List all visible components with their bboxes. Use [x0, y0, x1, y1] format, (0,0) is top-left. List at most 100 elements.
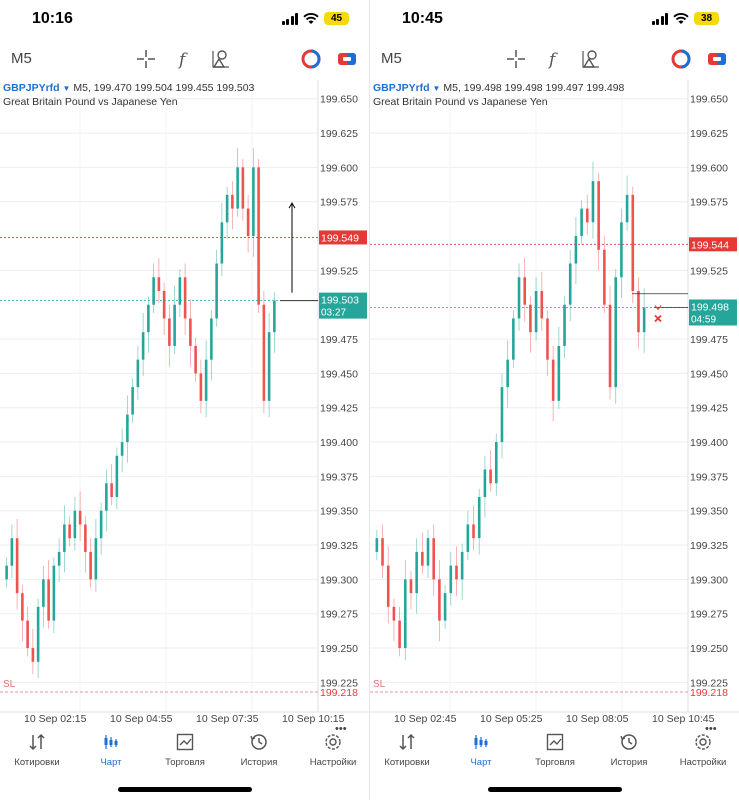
- candle-body: [603, 249, 606, 305]
- candle-body: [215, 263, 218, 319]
- symbol-name[interactable]: GBPJPYrfd: [373, 82, 430, 94]
- candle-body: [267, 332, 271, 401]
- price-axis-label: 199.325: [690, 540, 728, 552]
- svg-text:f: f: [547, 50, 558, 70]
- price-axis-label: 199.275: [690, 609, 728, 621]
- ohlc-values: M5, 199.470 199.504 199.455 199.503: [73, 82, 255, 94]
- candle-body: [591, 181, 595, 223]
- tab-trade[interactable]: Торговля: [148, 732, 222, 768]
- tab-settings[interactable]: Настройки: [296, 732, 370, 768]
- price-chart[interactable]: 199.650 199.625 199.600 199.575 199.525 199.4…: [370, 80, 739, 730]
- countdown-label: 03:27: [321, 308, 346, 319]
- price-chart[interactable]: 199.650 199.625 199.600 199.575 199.525 199.4…: [0, 80, 369, 730]
- price-axis-label: 199.425: [320, 403, 358, 415]
- tab-trade[interactable]: Торговля: [518, 732, 592, 768]
- candle-body: [210, 318, 213, 360]
- one-click-trading-icon[interactable]: [300, 48, 322, 70]
- signal-icon: [651, 12, 668, 25]
- candle-body: [574, 236, 578, 264]
- indicators-icon[interactable]: f: [173, 48, 195, 70]
- tab-history[interactable]: История: [592, 732, 666, 768]
- candle-body: [426, 538, 430, 566]
- objects-icon[interactable]: [580, 48, 602, 70]
- new-order-icon[interactable]: [706, 48, 728, 70]
- candle-body: [21, 593, 24, 621]
- candle-body: [421, 551, 424, 566]
- candle-body: [15, 538, 19, 594]
- tab-quotes[interactable]: Котировки: [0, 732, 74, 768]
- price-axis-label: 199.375: [690, 471, 728, 483]
- bottom-tab-bar: Котировки Чарт Торговля История Настройки: [0, 732, 369, 772]
- trade-icon: [546, 733, 564, 751]
- candle-body: [506, 359, 509, 388]
- candle-body: [563, 304, 566, 346]
- crosshair-icon[interactable]: [505, 48, 527, 70]
- symbol-info: GBPJPYrfd ▼ M5, 199.470 199.504 199.455 …: [3, 82, 254, 94]
- price-axis-label: 199.625: [320, 128, 358, 140]
- price-axis-label: 199.475: [320, 334, 358, 346]
- status-bar: 10:45 38: [370, 0, 739, 40]
- wifi-icon: [673, 12, 689, 24]
- indicators-icon[interactable]: f: [543, 48, 565, 70]
- tab-quotes[interactable]: Котировки: [370, 732, 444, 768]
- candle-body: [68, 524, 71, 539]
- tab-label: Настройки: [679, 757, 727, 768]
- time-axis-label: 10 Sep 02:15: [24, 713, 87, 725]
- history-icon: [250, 734, 267, 750]
- tab-chart[interactable]: Чарт: [74, 732, 148, 768]
- tab-settings[interactable]: Настройки: [666, 732, 739, 768]
- candle-body: [597, 181, 600, 250]
- candle-body: [52, 565, 56, 621]
- candle-body: [199, 373, 203, 401]
- candle-body: [42, 579, 45, 607]
- more-icon: •••: [705, 723, 717, 730]
- objects-icon[interactable]: [210, 48, 232, 70]
- time-axis-label: 10 Sep 10:45: [652, 713, 715, 725]
- candle-body: [31, 648, 35, 662]
- timeframe-button[interactable]: M5: [381, 50, 402, 67]
- tab-chart[interactable]: Чарт: [444, 732, 518, 768]
- candle-body: [466, 524, 470, 552]
- candle-body: [73, 510, 77, 539]
- timeframe-button[interactable]: M5: [11, 50, 32, 67]
- price-axis-label: 199.225: [690, 677, 728, 689]
- candle-body: [381, 538, 384, 566]
- candle-body: [637, 290, 640, 333]
- candle-body: [262, 304, 266, 401]
- candle-body: [47, 579, 50, 621]
- ohlc-values: M5, 199.498 199.498 199.497 199.498: [443, 82, 625, 94]
- one-click-trading-icon[interactable]: [670, 48, 692, 70]
- candle-body: [94, 538, 98, 580]
- candle-body: [78, 510, 82, 525]
- price-axis-label: 199.400: [320, 437, 358, 449]
- close-marker-icon: [654, 314, 662, 323]
- time-axis-label: 10 Sep 05:25: [480, 713, 543, 725]
- bid-price-label: 199.503: [321, 295, 359, 307]
- tab-history[interactable]: История: [222, 732, 296, 768]
- price-axis-label: 199.450: [320, 368, 358, 380]
- candle-body: [57, 551, 61, 566]
- time-axis-label: 10 Sep 10:15: [282, 713, 345, 725]
- candle-body: [236, 167, 239, 209]
- wifi-icon: [303, 12, 319, 24]
- sl-price-label: 199.218: [320, 687, 358, 699]
- candle-body: [141, 332, 145, 360]
- chevron-down-icon[interactable]: ▼: [62, 84, 71, 93]
- status-time: 10:45: [402, 10, 443, 27]
- candle-body: [84, 524, 87, 552]
- price-axis-label: 199.575: [320, 197, 358, 209]
- crosshair-icon[interactable]: [135, 48, 157, 70]
- candle-body: [608, 304, 612, 388]
- new-order-icon[interactable]: [336, 48, 358, 70]
- price-axis-label: 199.600: [690, 162, 728, 174]
- chevron-down-icon[interactable]: ▼: [432, 84, 441, 93]
- price-axis-label: 199.225: [320, 677, 358, 689]
- candle-body: [546, 318, 549, 360]
- candle-body: [36, 606, 40, 662]
- chart-icon: [474, 735, 488, 749]
- signal-icon: [281, 12, 298, 25]
- candle-body: [625, 194, 629, 223]
- symbol-name[interactable]: GBPJPYrfd: [3, 82, 60, 94]
- tab-label: История: [610, 757, 648, 768]
